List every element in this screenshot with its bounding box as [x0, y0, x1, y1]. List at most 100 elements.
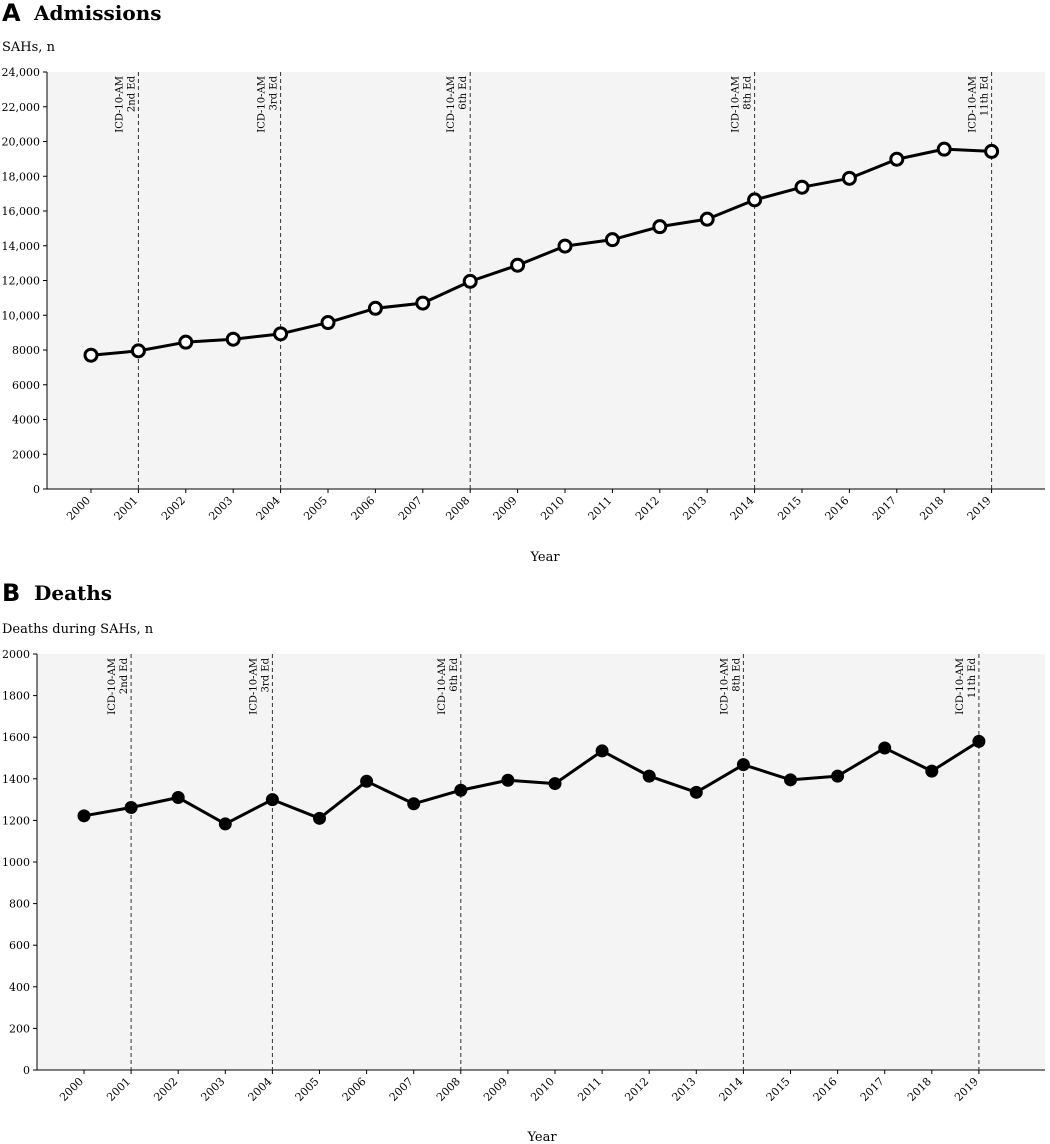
panel-a-y-tick-label: 4000 — [12, 414, 40, 427]
panel-a-data-point — [367, 300, 383, 316]
panel-b-x-tick-label: 2013 — [669, 1075, 698, 1104]
panel-a-x-tick-label: 2015 — [775, 494, 804, 523]
panel-a-x-tick-label: 2009 — [491, 494, 520, 523]
panel-a-x-tick-label: 2005 — [301, 494, 330, 523]
panel-b-series-line — [83, 740, 980, 826]
panel-a-data-point — [273, 326, 289, 342]
panel-a-title: Admissions — [33, 1, 162, 25]
panel-b-x-tick-label: 2007 — [387, 1075, 416, 1104]
panel-a-x-tick-label: 2014 — [728, 494, 757, 523]
panel-b-plot: 0 200 400 600 800 1000 1200 1400 1600 1800 2000 200… — [2, 648, 1045, 1104]
panel-b-x-tick-label: 2012 — [622, 1075, 651, 1104]
panel-b-data-point — [218, 817, 232, 831]
panel-b-data-point — [736, 758, 750, 772]
panel-a-y-tick-label: 16,000 — [2, 205, 41, 218]
panel-a-x-tick-label: 2012 — [633, 494, 662, 523]
panel-b-edition-label-line2: 3rd Ed — [260, 657, 271, 692]
panel-b-edition-label-line2: 2nd Ed — [119, 657, 130, 694]
panel-a-x-tick-label: 2006 — [349, 494, 378, 523]
panel-a-x-tick-label: 2010 — [538, 494, 567, 523]
panel-b-y-tick-label: 1800 — [2, 690, 30, 703]
panel-a-y-tick-label: 6000 — [12, 379, 40, 392]
panel-a-y-tick-label: 20,000 — [2, 136, 41, 149]
panel-a-data-point — [178, 334, 194, 350]
panel-a-series-line — [90, 147, 992, 357]
panel-a-data-point — [510, 257, 526, 273]
panel-b-data-point — [595, 744, 609, 758]
panel-b-y-tick-label: 1600 — [2, 731, 30, 744]
panel-a-data-point — [747, 192, 763, 208]
panel-b-edition-label-line2: 8th Ed — [731, 657, 742, 691]
panel-a-data-point — [604, 232, 620, 248]
panel-b-data-point — [784, 773, 797, 787]
panel-a-data-point — [652, 219, 668, 235]
panel-a-y-tick-label: 8000 — [12, 344, 40, 357]
panel-b-x-tick-label: 2017 — [858, 1075, 887, 1104]
panel-b-x-tick-label: 2002 — [151, 1075, 180, 1104]
panel-a-data-point — [936, 141, 952, 157]
panel-b-x-tick-label: 2005 — [293, 1075, 322, 1104]
panel-b-data-point — [313, 811, 326, 825]
panel-a-x-tick-label: 2016 — [823, 494, 852, 523]
panel-a-x-tick-label: 2007 — [396, 494, 425, 523]
panel-b-data-point — [407, 797, 421, 811]
panel-a-y-tick-label: 0 — [33, 483, 40, 496]
panel-b-y-tick-label: 1200 — [2, 814, 30, 827]
panel-b-x-tick-label: 2001 — [104, 1075, 133, 1104]
panel-a-y-tick-label: 22,000 — [2, 101, 41, 114]
panel-b-edition-label-line1: ICD-10-AM — [107, 658, 118, 715]
panel-a-y-tick-label: 18,000 — [2, 170, 41, 183]
panel-b-data-point — [77, 809, 91, 823]
panel-a-data-point — [794, 179, 810, 195]
panel-b-data-point — [501, 773, 515, 787]
panel-a-data-point — [225, 331, 241, 347]
panel-a-data-point — [462, 273, 478, 289]
panel-a-x-tick-label: 2002 — [159, 494, 188, 523]
panel-b-y-tick-label: 1000 — [2, 856, 30, 869]
panel-a-data-point — [83, 347, 99, 363]
panel-b-x-tick-label: 2004 — [246, 1075, 275, 1104]
panel-b-x-tick-label: 2000 — [57, 1075, 86, 1104]
panel-a-x-tick-label: 2017 — [870, 494, 899, 523]
panel-b-edition-label-line1: ICD-10-AM — [437, 658, 448, 715]
panel-a-edition-label-line2: 6th Ed — [458, 75, 469, 109]
panel-a-x-axis-label: Year — [529, 550, 560, 565]
panel-b-data-point — [171, 791, 185, 805]
panel-a-y-axis-label: SAHs, n — [2, 40, 56, 55]
panel-b-data-point — [548, 777, 562, 791]
panel-b-y-tick-label: 0 — [23, 1064, 30, 1077]
panel-a-plot: 0 2000 4000 6000 8000 10,000 12,000 14,000 16,00… — [2, 66, 1045, 523]
panel-a-x-tick-label: 2018 — [917, 494, 946, 523]
panel-a-edition-label-line1: ICD-10-AM — [114, 76, 125, 133]
panel-a-data-point — [699, 211, 715, 227]
panel-a-data-point — [984, 143, 1000, 159]
panel-a-edition-label-line2: 3rd Ed — [269, 75, 280, 110]
panel-b-data-point — [878, 741, 892, 755]
panel-a-y-tick-label: 2000 — [12, 448, 40, 461]
panel-b-y-tick-label: 2000 — [2, 648, 30, 661]
panel-b-edition-label-line2: 11th Ed — [967, 657, 978, 698]
panel-b-x-tick-label: 2006 — [340, 1075, 369, 1104]
panel-b-edition-label-line1: ICD-10-AM — [719, 658, 730, 715]
panel-a-x-tick-label: 2019 — [965, 494, 994, 523]
panel-b-data-point — [642, 769, 656, 783]
panel-b-edition-label-line1: ICD-10-AM — [248, 658, 259, 715]
panel-a-edition-label-line2: 11th Ed — [980, 75, 991, 116]
panel-a-x-tick-label: 2004 — [254, 494, 283, 523]
panel-b-y-tick-label: 400 — [9, 981, 30, 994]
panel-b-plot-background — [37, 654, 1045, 1070]
panel-a-letter: A — [2, 0, 21, 27]
panel-b-x-tick-label: 2011 — [575, 1075, 604, 1104]
panel-a-data-point — [320, 315, 336, 331]
panel-b-x-tick-label: 2018 — [905, 1075, 934, 1104]
panel-a-data-point — [557, 238, 573, 254]
panel-a-x-tick-label: 2011 — [586, 494, 615, 523]
panel-b-x-tick-label: 2014 — [717, 1075, 746, 1104]
panel-b-data-point — [454, 783, 468, 797]
panel-a-x-tick-label: 2003 — [206, 494, 235, 523]
panel-b-x-tick-label: 2009 — [481, 1075, 510, 1104]
panel-b-letter: B — [2, 579, 20, 607]
panel-a-data-point — [841, 170, 857, 186]
panel-b-data-point — [360, 774, 374, 788]
panel-b-x-tick-label: 2016 — [811, 1075, 840, 1104]
